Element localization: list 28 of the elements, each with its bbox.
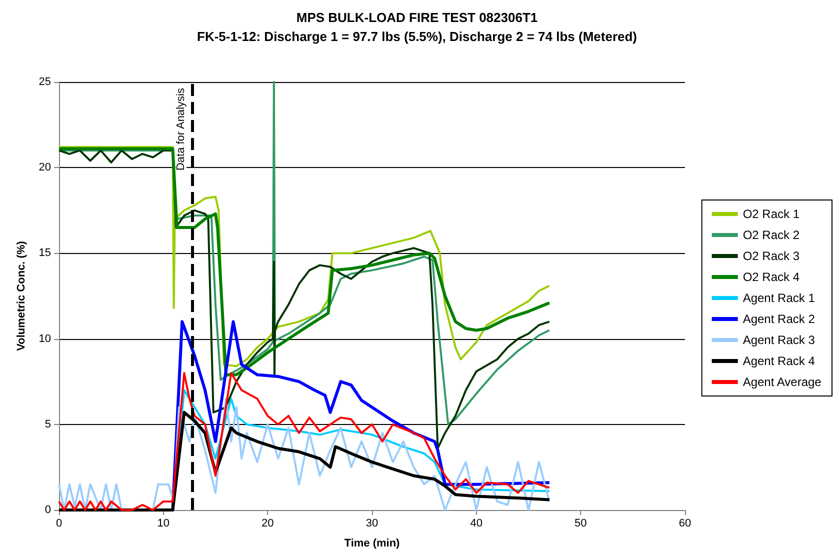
chart-title: MPS BULK-LOAD FIRE TEST 082306T1 (296, 10, 538, 25)
legend-label: Agent Rack 2 (742, 312, 816, 326)
legend-label: Agent Rack 1 (742, 291, 816, 305)
x-tick-label: 60 (678, 518, 692, 530)
y-tick-label: 10 (38, 332, 51, 345)
y-tick-label: 25 (38, 76, 51, 88)
y-axis-title: Volumetric Conc. (%) (16, 240, 28, 351)
legend-label: Agent Rack 4 (742, 354, 816, 368)
legend-label: Agent Average (742, 375, 822, 389)
x-tick-label: 20 (262, 518, 274, 530)
ref-line-label: Data for Analysis (175, 88, 188, 171)
y-tick-label: 0 (44, 504, 51, 516)
x-tick-label: 0 (56, 518, 62, 530)
legend-label: Agent Rack 3 (742, 333, 816, 347)
x-tick-label: 10 (157, 518, 170, 530)
x-axis-title: Time (min) (344, 538, 400, 550)
y-tick-label: 15 (38, 247, 51, 260)
x-tick-label: 50 (574, 518, 587, 530)
line-series (58, 149, 550, 450)
y-tick-label: 20 (38, 162, 51, 174)
legend-label: O2 Rack 1 (742, 207, 800, 221)
x-tick-label: 30 (366, 518, 378, 530)
y-tick-label: 5 (44, 418, 51, 430)
legend-label: O2 Rack 2 (742, 228, 800, 242)
x-tick-label: 40 (470, 518, 482, 530)
chart-subtitle: FK-5-1-12: Discharge 1 = 97.7 lbs (5.5%), Discharge 2 = 74 lbs (Metered) (196, 29, 638, 44)
legend-label: O2 Rack 4 (742, 270, 800, 284)
legend-label: O2 Rack 3 (742, 249, 800, 263)
